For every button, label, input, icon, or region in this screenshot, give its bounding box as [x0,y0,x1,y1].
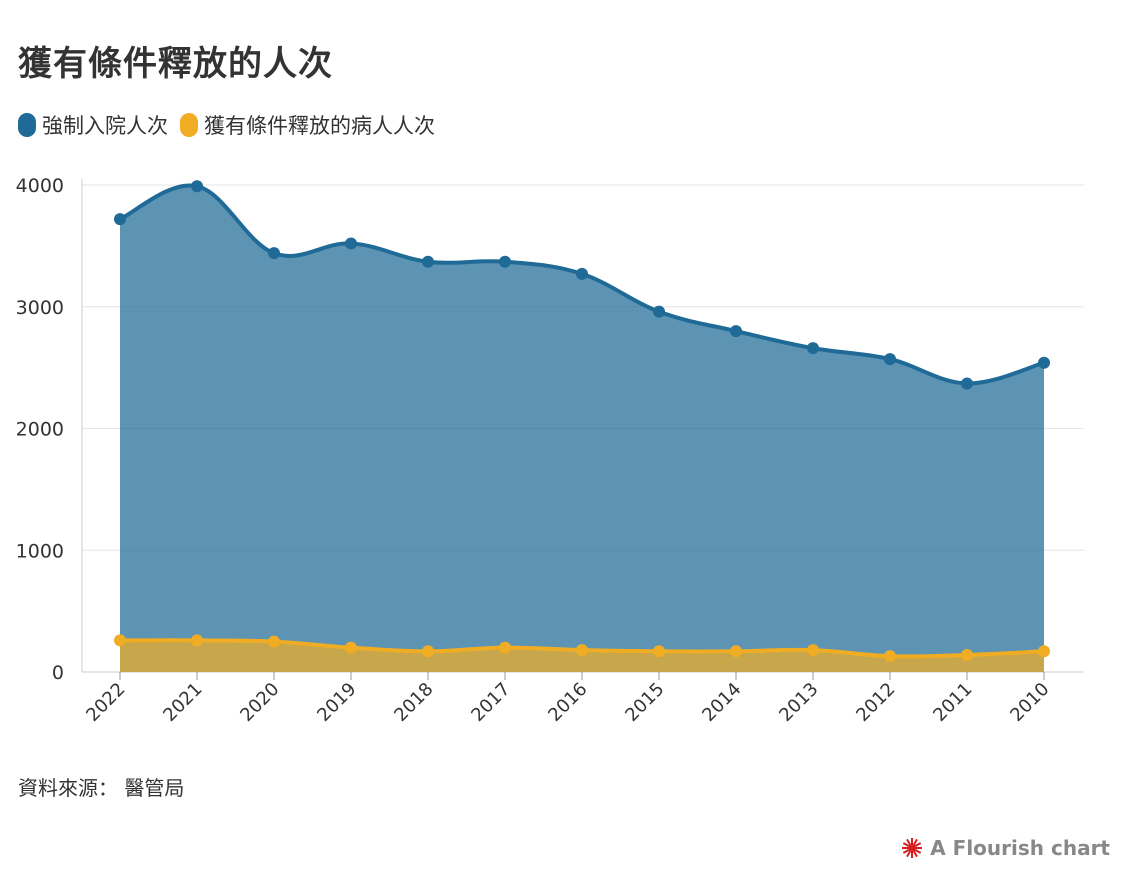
area-compulsory [120,185,1044,672]
series-areas [120,185,1044,672]
x-tick-label: 2013 [775,679,822,726]
point-compulsory [422,255,434,268]
point-conditional [576,644,588,657]
x-tick-label: 2016 [544,679,591,726]
point-compulsory [345,237,357,250]
x-tick-label: 2020 [236,679,283,726]
x-tick-label: 2012 [852,679,899,726]
flourish-logo-icon [902,838,923,858]
point-compulsory [499,255,511,268]
point-conditional [730,645,742,658]
x-tick-label: 2014 [698,679,745,726]
point-compulsory [1038,356,1050,369]
x-tick-label: 2015 [621,679,668,726]
series-points [114,180,1050,663]
x-tick-label: 2017 [467,679,514,726]
flourish-credit[interactable]: A Flourish chart [900,836,1110,860]
x-tick-label: 2011 [929,679,976,726]
y-tick-label: 0 [52,662,64,684]
point-conditional [653,645,665,658]
x-tick-label: 2021 [159,679,206,726]
point-compulsory [807,342,819,355]
legend-item-conditional[interactable]: 獲有條件釋放的病人人次 [180,110,435,140]
credit-text: A Flourish chart [930,836,1110,860]
legend-item-compulsory[interactable]: 強制入院人次 [18,110,168,140]
x-tick-label: 2018 [390,679,437,726]
point-conditional [884,650,896,663]
point-compulsory [268,247,280,260]
y-axis-ticks: 0 1000 2000 3000 4000 [16,175,64,684]
point-conditional [499,641,511,654]
y-tick-label: 4000 [16,175,64,197]
legend-label-compulsory: 強制入院人次 [42,114,168,138]
logo-ray [911,842,922,849]
point-compulsory [884,353,896,366]
source-note: 資料來源： 醫管局 [18,776,185,800]
legend-swatch-compulsory [18,113,36,137]
point-conditional [807,644,819,657]
point-conditional [268,635,280,648]
point-conditional [191,634,203,647]
x-tick-label: 2019 [313,679,360,726]
point-compulsory [576,267,588,280]
point-conditional [1038,645,1050,658]
legend-label-conditional: 獲有條件釋放的病人人次 [204,114,435,138]
y-tick-label: 3000 [16,297,64,319]
point-conditional [961,648,973,661]
point-compulsory [114,213,126,226]
point-compulsory [961,377,973,390]
legend-swatch-conditional [180,113,198,137]
point-compulsory [653,305,665,318]
y-tick-label: 2000 [16,419,64,441]
y-tick-label: 1000 [16,540,64,562]
point-conditional [345,641,357,654]
point-conditional [422,645,434,658]
x-tick-label: 2010 [1006,679,1053,726]
point-conditional [114,634,126,647]
chart-title: 獲有條件釋放的人次 [18,44,333,84]
point-compulsory [730,325,742,338]
legend: 強制入院人次 獲有條件釋放的病人人次 [18,110,447,140]
point-compulsory [191,180,203,193]
x-tick-label: 2022 [82,679,129,726]
x-axis-ticks: 2022 2021 2020 2019 2018 2017 2016 2015 2014 2013… [82,672,1054,726]
